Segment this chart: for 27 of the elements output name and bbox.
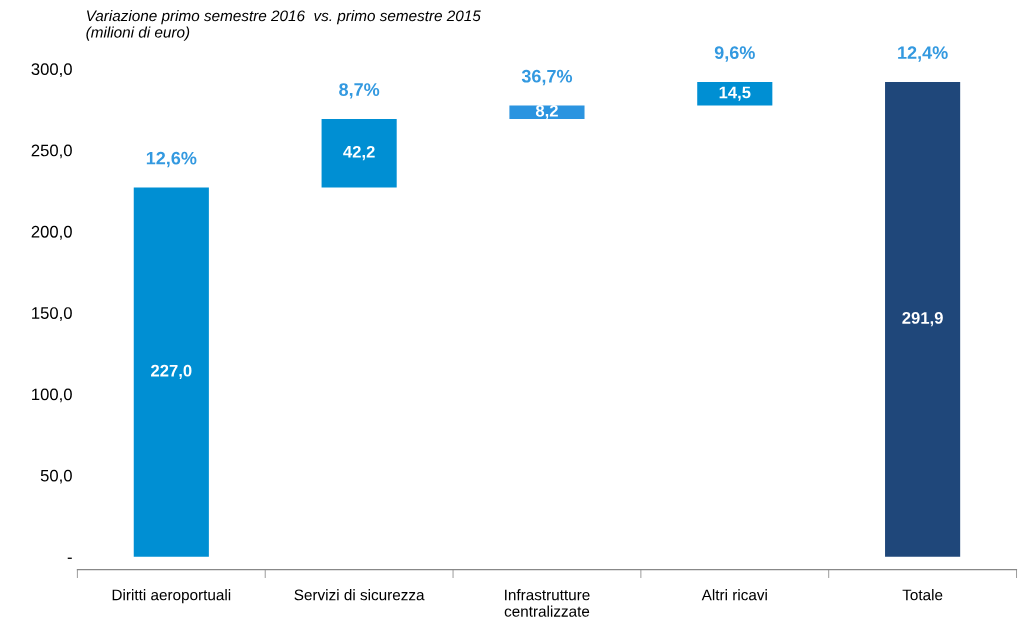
x-tick-label: Infrastrutture centralizzate: [504, 589, 590, 617]
y-tick-label: 300,0: [31, 63, 72, 78]
y-tick-label: 250,0: [31, 144, 72, 159]
annotation: 12,4%: [898, 46, 948, 62]
annotation: 36,7%: [521, 69, 573, 86]
bar: [885, 82, 961, 557]
x-tick-label: Servizi di sicurezza: [294, 589, 425, 601]
data-label: 291,9: [902, 312, 943, 327]
x-tick-label: Totale: [902, 589, 943, 601]
data-label: 42,2: [343, 145, 375, 161]
bar: [133, 187, 209, 557]
x-tick-label: Diritti aeroportuali: [112, 589, 231, 604]
chart-title: Variazione primo semestre 2016 vs. primo semestre 2015 (milioni di euro): [86, 9, 481, 41]
data-label: 14,5: [719, 86, 751, 101]
bar: [321, 118, 397, 188]
y-tick-label: 50,0: [40, 469, 72, 484]
y-tick-label: 150,0: [32, 307, 72, 321]
x-tick-label: Altri ricavi: [701, 589, 767, 601]
y-tick-label: 100,0: [32, 388, 72, 403]
annotation: 8,7%: [339, 83, 380, 99]
bar: [697, 82, 773, 106]
annotation: 9,6%: [714, 46, 755, 62]
y-tick-label: -: [67, 557, 72, 559]
annotation: 12,6%: [146, 151, 197, 168]
y-tick-label: 200,0: [31, 225, 72, 240]
data-label: 8,2: [535, 104, 558, 120]
data-label: 227,0: [151, 364, 192, 379]
